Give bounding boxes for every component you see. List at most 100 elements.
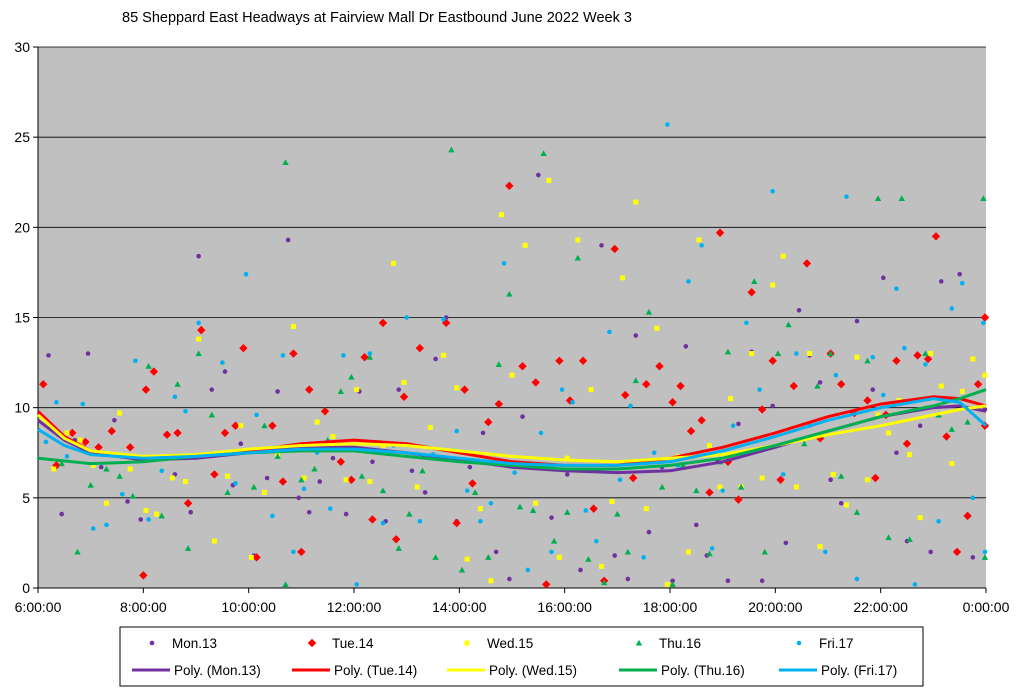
data-point bbox=[957, 271, 962, 277]
data-point bbox=[685, 549, 691, 555]
data-point bbox=[441, 352, 447, 358]
data-point bbox=[354, 387, 360, 393]
data-point bbox=[182, 479, 188, 485]
data-point bbox=[923, 362, 928, 367]
data-point bbox=[578, 356, 588, 365]
data-point bbox=[464, 556, 470, 562]
data-point bbox=[751, 278, 758, 284]
data-point bbox=[454, 385, 460, 391]
data-point bbox=[774, 350, 782, 357]
data-point bbox=[549, 515, 554, 520]
data-point bbox=[564, 455, 570, 461]
data-point bbox=[348, 373, 355, 380]
data-point bbox=[341, 353, 346, 358]
data-point bbox=[853, 509, 861, 515]
y-tick-label: 20 bbox=[14, 219, 30, 235]
data-point bbox=[409, 468, 415, 474]
data-point bbox=[184, 545, 192, 551]
data-point bbox=[737, 483, 745, 490]
data-point bbox=[776, 475, 785, 484]
data-point bbox=[173, 428, 182, 438]
data-point bbox=[154, 511, 159, 517]
data-point bbox=[104, 522, 109, 528]
x-axis-ticks: 6:00:00 8:00:00 10:00:00 12:00:00 14:00:00 16… bbox=[15, 588, 1010, 615]
x-tick-label: 16:00:00 bbox=[537, 599, 592, 615]
data-point bbox=[922, 350, 929, 357]
data-point bbox=[696, 237, 702, 243]
data-point bbox=[368, 515, 377, 524]
data-point bbox=[632, 377, 639, 384]
data-point bbox=[980, 313, 990, 322]
data-point bbox=[518, 361, 527, 371]
data-point bbox=[844, 194, 849, 199]
data-point bbox=[146, 517, 151, 522]
data-point bbox=[633, 199, 639, 205]
data-point bbox=[254, 412, 259, 418]
data-point bbox=[495, 361, 503, 367]
data-point bbox=[378, 318, 388, 328]
data-point bbox=[730, 423, 736, 429]
data-point bbox=[252, 553, 261, 562]
data-point bbox=[529, 507, 537, 514]
data-point bbox=[311, 465, 318, 472]
legend-label: Poly. (Tue.14) bbox=[334, 663, 417, 678]
data-point bbox=[794, 351, 799, 356]
legend-label: Fri.17 bbox=[819, 636, 854, 651]
data-point bbox=[642, 380, 651, 389]
data-point bbox=[676, 381, 685, 391]
data-point bbox=[119, 491, 125, 497]
data-point bbox=[343, 511, 349, 517]
data-point bbox=[516, 503, 524, 510]
data-point bbox=[261, 489, 267, 495]
data-point bbox=[664, 581, 670, 587]
legend-entries: Mon.13 Tue.14 Wed.15 Thu.16 Fri.17 Poly. (Mon… bbox=[132, 636, 897, 678]
data-point bbox=[625, 576, 631, 582]
data-point bbox=[278, 477, 288, 486]
data-point bbox=[220, 428, 230, 438]
data-point bbox=[942, 432, 951, 441]
data-point bbox=[724, 348, 732, 355]
data-point bbox=[736, 421, 741, 427]
data-point bbox=[894, 286, 899, 291]
data-point bbox=[458, 566, 466, 573]
data-point bbox=[759, 578, 765, 584]
data-point bbox=[643, 506, 649, 512]
data-point bbox=[686, 279, 691, 284]
data-point bbox=[488, 578, 494, 584]
data-point bbox=[817, 544, 823, 550]
data-point bbox=[396, 387, 402, 392]
data-point bbox=[836, 380, 846, 389]
data-point bbox=[665, 122, 670, 127]
data-point bbox=[881, 275, 886, 281]
data-point bbox=[467, 464, 473, 470]
x-tick-label: 14:00:00 bbox=[432, 599, 487, 615]
x-tick-label: 18:00:00 bbox=[643, 599, 698, 615]
data-point bbox=[94, 443, 103, 452]
data-point bbox=[58, 460, 65, 467]
data-point bbox=[506, 290, 513, 297]
data-point bbox=[734, 495, 743, 504]
data-point bbox=[64, 430, 70, 436]
trendlines bbox=[36, 388, 987, 475]
data-point bbox=[907, 452, 913, 458]
data-point bbox=[843, 502, 849, 508]
data-point bbox=[785, 321, 792, 328]
legend bbox=[119, 626, 924, 687]
data-point bbox=[959, 388, 965, 394]
data-point bbox=[906, 536, 913, 542]
data-point bbox=[828, 477, 833, 483]
data-point bbox=[404, 315, 409, 320]
data-point bbox=[301, 475, 307, 481]
data-point bbox=[452, 518, 461, 528]
data-point bbox=[224, 489, 231, 495]
data-point bbox=[285, 237, 291, 243]
y-tick-label: 25 bbox=[14, 129, 30, 145]
legend-label: Thu.16 bbox=[659, 636, 701, 651]
data-point bbox=[833, 372, 839, 378]
data-point bbox=[280, 353, 286, 358]
data-point bbox=[546, 177, 552, 183]
data-point bbox=[512, 470, 517, 475]
data-point bbox=[542, 580, 551, 589]
data-point bbox=[238, 441, 244, 447]
data-point bbox=[90, 462, 96, 468]
